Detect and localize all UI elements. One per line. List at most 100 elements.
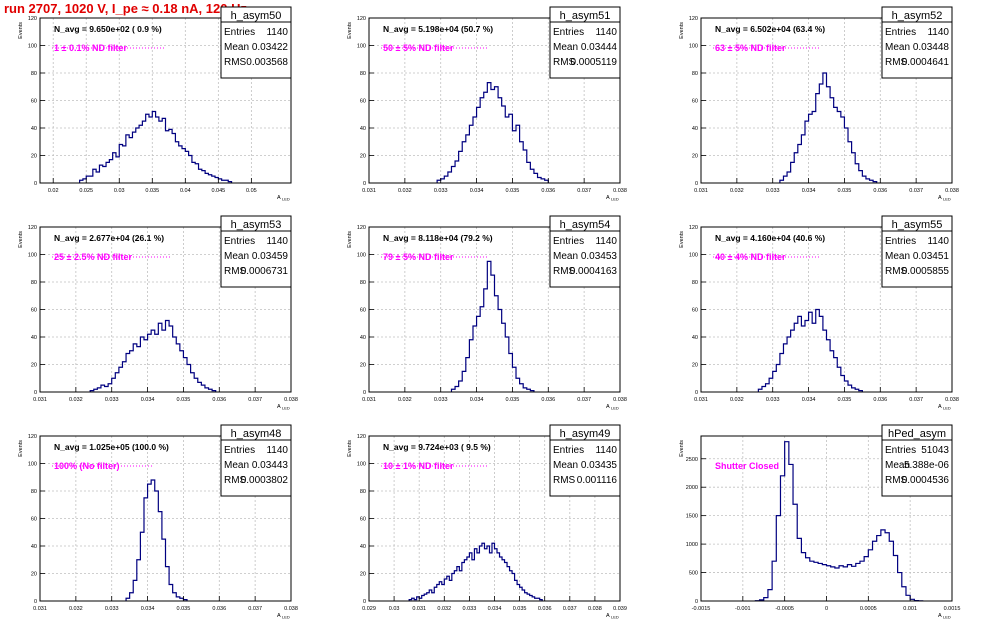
x-tick-label: 0.036: [212, 397, 226, 403]
filter-label: 10 ± 1% ND filter: [383, 461, 454, 471]
y-tick-label: 60: [360, 517, 366, 523]
histogram-series-hPed_asym: [754, 441, 924, 602]
x-tick-label: 0.001: [903, 606, 917, 612]
x-tick-label: 0.031: [694, 188, 708, 194]
filter-label: 1 ± 0.1% ND filter: [54, 43, 127, 53]
y-tick-label: 120: [28, 225, 37, 231]
y-axis-title: Events: [347, 22, 353, 39]
x-tick-label: 0.032: [730, 188, 744, 194]
stats-label: RMS: [553, 57, 576, 68]
x-tick-label: 0.035: [177, 397, 191, 403]
x-tick-label: 0.03: [389, 606, 400, 612]
x-tick-label: 0.035: [838, 397, 852, 403]
x-axis-title: A: [938, 404, 942, 410]
histogram-series-h_asym51: [436, 82, 549, 183]
x-tick-label: 0.031: [33, 397, 47, 403]
stats-label: Entries: [885, 445, 916, 456]
y-tick-label: 20: [692, 154, 698, 160]
x-tick-label: 0.037: [909, 397, 923, 403]
x-axis-subscript: LED: [282, 615, 290, 620]
stats-label: Mean: [224, 251, 249, 262]
stats-value: 0.0005119: [570, 57, 617, 68]
y-tick-label: 120: [28, 434, 37, 440]
stats-box: [220, 424, 292, 497]
x-tick-label: 0.037: [563, 606, 577, 612]
navg-label: N_avg = 9.650e+02 ( 0.9 %): [54, 24, 162, 34]
x-tick-label: 0.032: [398, 397, 412, 403]
x-tick-label: 0.036: [212, 606, 226, 612]
stats-value: 1140: [927, 27, 949, 38]
stats-box: [549, 215, 621, 288]
stats-label: Entries: [553, 445, 584, 456]
stats-box: [549, 424, 621, 497]
stats-box: [220, 215, 292, 288]
x-tick-label: 0.038: [284, 397, 298, 403]
x-tick-label: 0.032: [398, 188, 412, 194]
histogram-name: h_asym53: [231, 219, 282, 231]
stats-value: 0.0003802: [241, 475, 289, 486]
x-axis-subscript: LED: [611, 406, 619, 411]
x-axis-subscript: LED: [943, 615, 951, 620]
y-axis-title: Events: [679, 440, 685, 457]
x-tick-label: 0.033: [434, 397, 448, 403]
y-tick-label: 80: [692, 71, 698, 77]
y-axis-title: Events: [347, 231, 353, 248]
stats-value: 0.03422: [252, 42, 289, 53]
x-axis-subscript: LED: [943, 406, 951, 411]
stats-value: 1140: [595, 27, 617, 38]
x-tick-label: 0.034: [141, 397, 155, 403]
x-axis-title: A: [277, 195, 281, 201]
histogram-name: h_asym48: [231, 428, 282, 440]
navg-label: N_avg = 1.025e+05 (100.0 %): [54, 442, 169, 452]
y-tick-label: 40: [360, 544, 366, 550]
y-tick-label: 60: [31, 308, 37, 314]
x-tick-label: 0.033: [434, 188, 448, 194]
y-tick-label: 0: [695, 599, 698, 605]
y-tick-label: 40: [692, 335, 698, 341]
y-tick-label: 120: [28, 16, 37, 22]
stats-label: Mean: [553, 42, 578, 53]
y-tick-label: 80: [360, 280, 366, 286]
stats-value: 0.03443: [252, 460, 289, 471]
y-tick-label: 0: [34, 181, 37, 187]
x-tick-label: 0.034: [141, 606, 155, 612]
stats-label: RMS: [224, 57, 247, 68]
x-tick-label: 0.033: [766, 188, 780, 194]
y-tick-label: 60: [692, 308, 698, 314]
x-tick-label: 0.034: [470, 188, 484, 194]
y-tick-label: 100: [689, 44, 698, 50]
y-tick-label: 60: [31, 517, 37, 523]
stats-value: 0.0005855: [902, 266, 950, 277]
y-tick-label: 60: [31, 99, 37, 105]
histogram-name: hPed_asym: [888, 428, 946, 440]
y-tick-label: 40: [360, 126, 366, 132]
y-tick-label: 60: [692, 99, 698, 105]
navg-label: N_avg = 5.198e+04 (50.7 %): [383, 24, 493, 34]
run-title: run 2707, 1020 V, I_pe ≈ 0.18 nA, 120 Hz: [4, 1, 247, 16]
stats-value: 1140: [927, 236, 949, 247]
x-tick-label: 0.039: [613, 606, 627, 612]
stats-label: Entries: [224, 445, 255, 456]
x-tick-label: 0.034: [802, 397, 816, 403]
stats-label: Mean: [553, 460, 578, 471]
x-tick-label: 0.038: [945, 188, 959, 194]
stats-label: Entries: [885, 27, 916, 38]
x-tick-label: 0.037: [909, 188, 923, 194]
histogram-name: h_asym55: [892, 219, 943, 231]
x-axis-subscript: LED: [611, 197, 619, 202]
x-tick-label: 0.038: [613, 188, 627, 194]
x-tick-label: 0.033: [766, 397, 780, 403]
stats-label: RMS: [553, 475, 576, 486]
filter-label: 63 ± 5% ND filter: [715, 43, 786, 53]
x-tick-label: 0.032: [69, 397, 83, 403]
stats-value: 0.0004163: [570, 266, 618, 277]
stats-label: Entries: [224, 27, 255, 38]
stats-value: 0.03448: [913, 42, 950, 53]
y-tick-label: 0: [363, 181, 366, 187]
histogram-name: h_asym52: [892, 10, 943, 22]
x-tick-label: 0.045: [211, 188, 225, 194]
stats-box: [881, 424, 953, 497]
x-tick-label: 0.032: [437, 606, 451, 612]
stats-label: Mean: [885, 251, 910, 262]
y-tick-label: 2000: [686, 485, 698, 491]
